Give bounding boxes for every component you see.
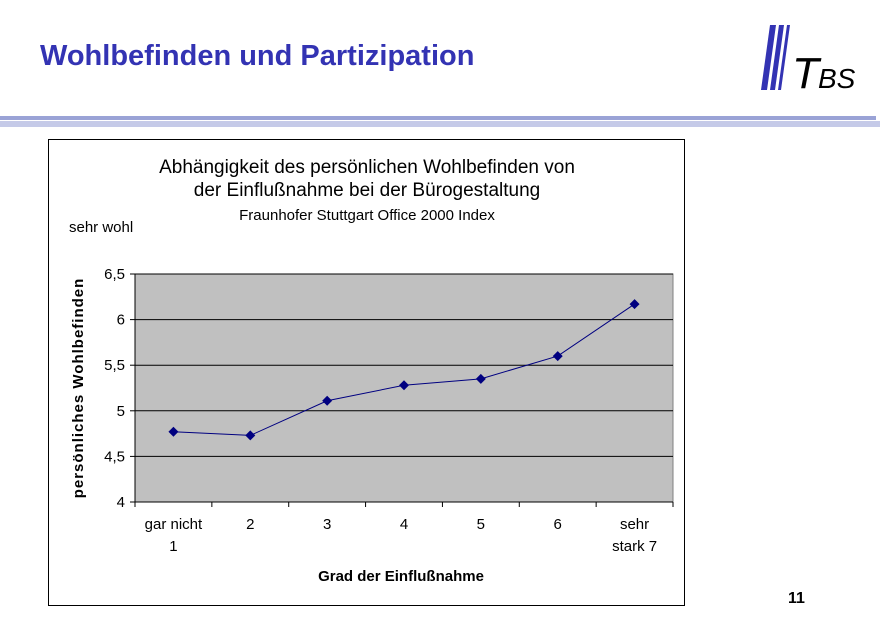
x-tick-label: gar nicht 1 bbox=[145, 516, 203, 555]
x-tick-label: 5 bbox=[477, 516, 485, 533]
x-tick-label: 6 bbox=[554, 516, 562, 533]
y-tick-label: 5,5 bbox=[104, 357, 125, 374]
x-tick-label: 4 bbox=[400, 516, 408, 533]
data-point-marker bbox=[629, 299, 640, 310]
chart-frame: Abhängigkeit des persönlichen Wohlbefind… bbox=[48, 139, 685, 606]
x-axis-label: Grad der Einflußnahme bbox=[318, 568, 484, 585]
chart-title-line2: der Einflußnahme bei der Bürogestaltung bbox=[194, 180, 540, 201]
x-tick-label: 3 bbox=[323, 516, 331, 533]
page-number: 11 bbox=[788, 590, 805, 607]
header-rule-shadow bbox=[0, 121, 880, 127]
data-point-marker bbox=[245, 430, 256, 441]
data-point-marker bbox=[322, 395, 333, 406]
axes bbox=[130, 273, 674, 507]
svg-text:BS: BS bbox=[818, 63, 856, 94]
y-tick-label: 6 bbox=[117, 312, 125, 329]
data-point-marker bbox=[475, 373, 486, 384]
chart-annotation: sehr wohl bbox=[69, 219, 133, 236]
y-axis-label: persönliches Wohlbefinden bbox=[70, 278, 87, 499]
svg-text:T: T bbox=[792, 49, 822, 97]
grid-lines bbox=[135, 273, 673, 457]
chart-title-line1: Abhängigkeit des persönlichen Wohlbefind… bbox=[159, 157, 575, 178]
y-tick-label: 4,5 bbox=[104, 448, 125, 465]
data-series bbox=[168, 299, 640, 441]
data-point-marker bbox=[552, 351, 563, 362]
chart-subtitle: Fraunhofer Stuttgart Office 2000 Index bbox=[239, 207, 495, 224]
tbs-logo: T BS bbox=[752, 22, 862, 98]
header-rule bbox=[0, 116, 876, 120]
y-tick-label: 4 bbox=[117, 494, 125, 511]
line-chart: Abhängigkeit des persönlichen Wohlbefind… bbox=[69, 157, 674, 585]
slide-title: Wohlbefinden und Partizipation bbox=[40, 40, 475, 72]
y-tick-label: 6,5 bbox=[104, 266, 125, 283]
x-tick-label: sehr stark 7 bbox=[612, 516, 657, 555]
data-point-marker bbox=[399, 380, 409, 391]
data-point-marker bbox=[168, 426, 179, 437]
x-tick-label: 2 bbox=[246, 516, 254, 533]
tick-labels: 4 4,5 5 5,5 6 6,5 gar nicht 1 2 3 4 5 6 sehr stark 7 bbox=[104, 266, 657, 555]
y-tick-label: 5 bbox=[117, 403, 125, 420]
